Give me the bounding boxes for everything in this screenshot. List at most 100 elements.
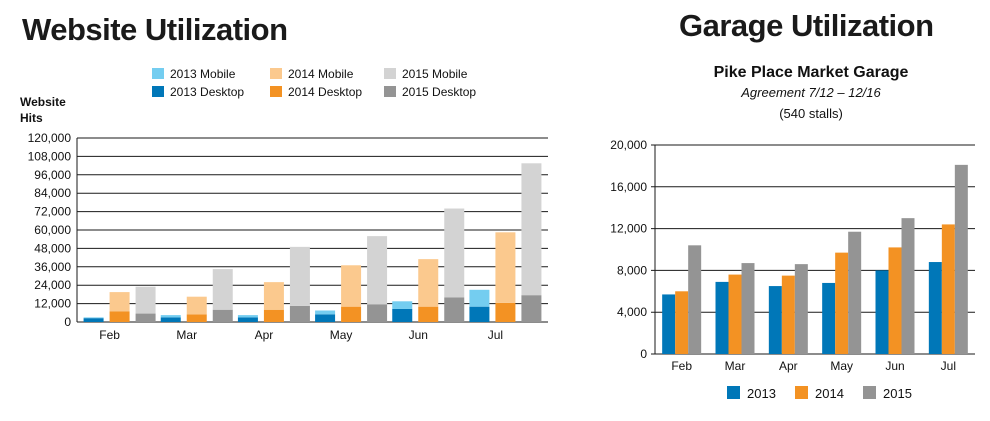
garage-utilization-title: Garage Utilization xyxy=(679,8,934,43)
legend-label: 2015 xyxy=(883,386,912,401)
bar-segment xyxy=(315,314,336,322)
bar xyxy=(662,294,676,354)
bar-segment xyxy=(341,306,362,322)
bar-segment xyxy=(212,269,233,310)
x-tick-label: May xyxy=(830,359,853,373)
bar xyxy=(928,262,942,354)
y-tick-label: 0 xyxy=(640,347,647,361)
bar-segment xyxy=(341,265,362,307)
legend-swatch xyxy=(152,68,164,79)
bar xyxy=(888,247,902,354)
bar-segment xyxy=(521,295,542,322)
bar-segment xyxy=(392,308,413,322)
legend-swatch xyxy=(863,386,876,399)
y-tick-label: 108,000 xyxy=(28,149,72,163)
bar-segment xyxy=(109,292,130,312)
bar xyxy=(901,218,915,354)
legend-swatch xyxy=(270,86,282,97)
bar-segment xyxy=(83,317,104,319)
bar-segment xyxy=(83,318,104,322)
y-tick-label: 48,000 xyxy=(34,241,71,255)
bar xyxy=(848,231,862,354)
y-tick-label: 0 xyxy=(64,315,71,329)
x-tick-label: Apr xyxy=(779,359,798,373)
bar-segment xyxy=(469,289,490,307)
bar-segment xyxy=(237,317,258,322)
bar-segment xyxy=(367,304,388,322)
bar xyxy=(781,275,795,354)
x-tick-label: Jul xyxy=(941,359,956,373)
bar-segment xyxy=(289,246,310,306)
bar-segment xyxy=(263,309,284,322)
bar-segment xyxy=(367,236,388,305)
legend-swatch xyxy=(152,86,164,97)
x-tick-label: Jun xyxy=(885,359,904,373)
bar xyxy=(954,164,968,354)
x-tick-label: May xyxy=(330,328,353,342)
legend-label: 2014 Mobile xyxy=(288,67,354,81)
bar-segment xyxy=(469,306,490,322)
y-tick-label: 12,000 xyxy=(34,297,71,311)
y-tick-label: 24,000 xyxy=(34,278,71,292)
bar-segment xyxy=(495,302,516,322)
bar-segment xyxy=(212,309,233,322)
bar-segment xyxy=(444,297,465,322)
bar-segment xyxy=(135,313,156,322)
bar-segment xyxy=(521,163,542,296)
website-utilization-title: Website Utilization xyxy=(22,12,288,47)
x-tick-label: Feb xyxy=(99,328,120,342)
bar-segment xyxy=(160,315,181,318)
bar-segment xyxy=(263,282,284,310)
garage-utilization-chart: Pike Place Market Garage Agreement 7/12 –… xyxy=(610,64,975,401)
bar xyxy=(741,263,755,354)
chart-title: Pike Place Market Garage xyxy=(714,64,909,81)
bar-segment xyxy=(237,315,258,318)
y-tick-label: 36,000 xyxy=(34,260,71,274)
bar-segment xyxy=(186,296,207,315)
bar-segment xyxy=(160,317,181,322)
legend-swatch xyxy=(384,86,396,97)
x-tick-label: Jul xyxy=(488,328,503,342)
bar xyxy=(688,245,702,354)
bar xyxy=(941,224,955,354)
y-tick-label: 84,000 xyxy=(34,186,71,200)
bar xyxy=(715,281,729,354)
legend-label: 2014 Desktop xyxy=(288,85,362,99)
chart-subtitle: Agreement 7/12 – 12/16 xyxy=(740,85,881,100)
bar xyxy=(822,282,836,354)
bar xyxy=(875,270,889,354)
legend-label: 2013 xyxy=(747,386,776,401)
y-tick-label: 8,000 xyxy=(617,263,647,277)
chart-subtitle-stalls: (540 stalls) xyxy=(779,106,843,121)
garage-utilization-panel: Garage Utilization Pike Place Market Gar… xyxy=(565,0,990,421)
x-tick-label: Jun xyxy=(409,328,428,342)
legend-label: 2014 xyxy=(815,386,844,401)
legend-label: 2013 Desktop xyxy=(170,85,244,99)
bar-segment xyxy=(418,306,439,322)
bar xyxy=(835,252,849,354)
legend-swatch xyxy=(795,386,808,399)
y-tick-label: 120,000 xyxy=(28,131,72,145)
y-tick-label: 4,000 xyxy=(617,305,647,319)
bar-segment xyxy=(135,286,156,314)
x-tick-label: Apr xyxy=(255,328,274,342)
bar-segment xyxy=(418,259,439,307)
legend-label: 2015 Mobile xyxy=(402,67,468,81)
bar xyxy=(675,291,689,354)
y-tick-label: 20,000 xyxy=(610,138,647,152)
bar xyxy=(728,274,742,354)
website-hits-chart: Website Hits 0 12,000 24,000 36,000 48,000 60,0… xyxy=(20,67,548,342)
bar-segment xyxy=(109,311,130,322)
y-tick-label: 60,000 xyxy=(34,223,71,237)
y-tick-label: 16,000 xyxy=(610,180,647,194)
legend-swatch xyxy=(384,68,396,79)
legend-label: 2015 Desktop xyxy=(402,85,476,99)
bar-segment xyxy=(444,208,465,298)
bar xyxy=(768,286,782,354)
legend-swatch xyxy=(270,68,282,79)
y-axis-title-line1: Website xyxy=(20,95,66,109)
bar-segment xyxy=(392,301,413,309)
x-tick-label: Mar xyxy=(176,328,197,342)
x-tick-label: Mar xyxy=(725,359,746,373)
legend-label: 2013 Mobile xyxy=(170,67,236,81)
